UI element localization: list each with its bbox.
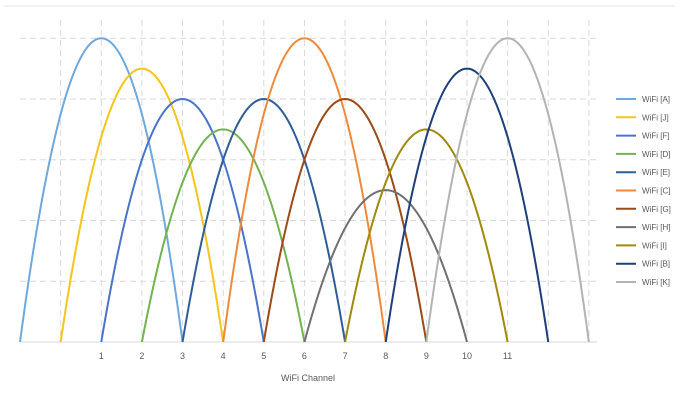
- series-group: [19, 37, 590, 343]
- legend-entry: WiFi [B]: [642, 260, 670, 269]
- legend-entry: WiFi [H]: [642, 223, 670, 232]
- series-line-3: [100, 97, 265, 343]
- legend-entry: WiFi [A]: [642, 95, 670, 104]
- series-line-4: [140, 128, 306, 343]
- legend-entry: WiFi [C]: [642, 187, 670, 196]
- x-tick-label: 9: [424, 351, 429, 361]
- x-tick-label: 3: [180, 351, 185, 361]
- x-tick-label: 2: [139, 351, 144, 361]
- legend-entry: WiFi [G]: [642, 205, 671, 214]
- series-line-9: [344, 128, 509, 343]
- grid: [20, 20, 597, 343]
- series-line-11: [425, 37, 590, 343]
- series-line-7: [262, 97, 428, 343]
- series-line-1: [19, 37, 184, 343]
- x-tick-label: 4: [221, 351, 226, 361]
- x-tick-label: 6: [302, 351, 307, 361]
- x-tick-label: 7: [343, 351, 348, 361]
- series-line-10: [384, 67, 550, 343]
- x-tick-label: 8: [383, 351, 388, 361]
- x-axis-label: WiFi Channel: [281, 373, 335, 383]
- legend: WiFi [A] WiFi [J] WiFi [F] WiFi [D] WiFi [E]…: [616, 95, 671, 287]
- legend-entry: WiFi [I]: [642, 241, 667, 250]
- series-line-8: [303, 189, 468, 343]
- series-line-5: [181, 97, 347, 343]
- legend-entry: WiFi [K]: [642, 278, 670, 287]
- x-tick-label: 1: [99, 351, 104, 361]
- series-line-2: [59, 67, 225, 343]
- x-tick-label: 10: [462, 351, 472, 361]
- x-tick-label: 11: [503, 351, 512, 361]
- legend-entry: WiFi [E]: [642, 168, 670, 177]
- legend-entry: WiFi [D]: [642, 150, 670, 159]
- legend-entry: WiFi [J]: [642, 113, 669, 122]
- series-line-6: [222, 37, 387, 343]
- x-tick-label: 5: [261, 351, 266, 361]
- x-tick-labels: 1 2 3 4 5 6 7 8 9 10 11: [99, 351, 513, 361]
- legend-entry: WiFi [F]: [642, 132, 670, 141]
